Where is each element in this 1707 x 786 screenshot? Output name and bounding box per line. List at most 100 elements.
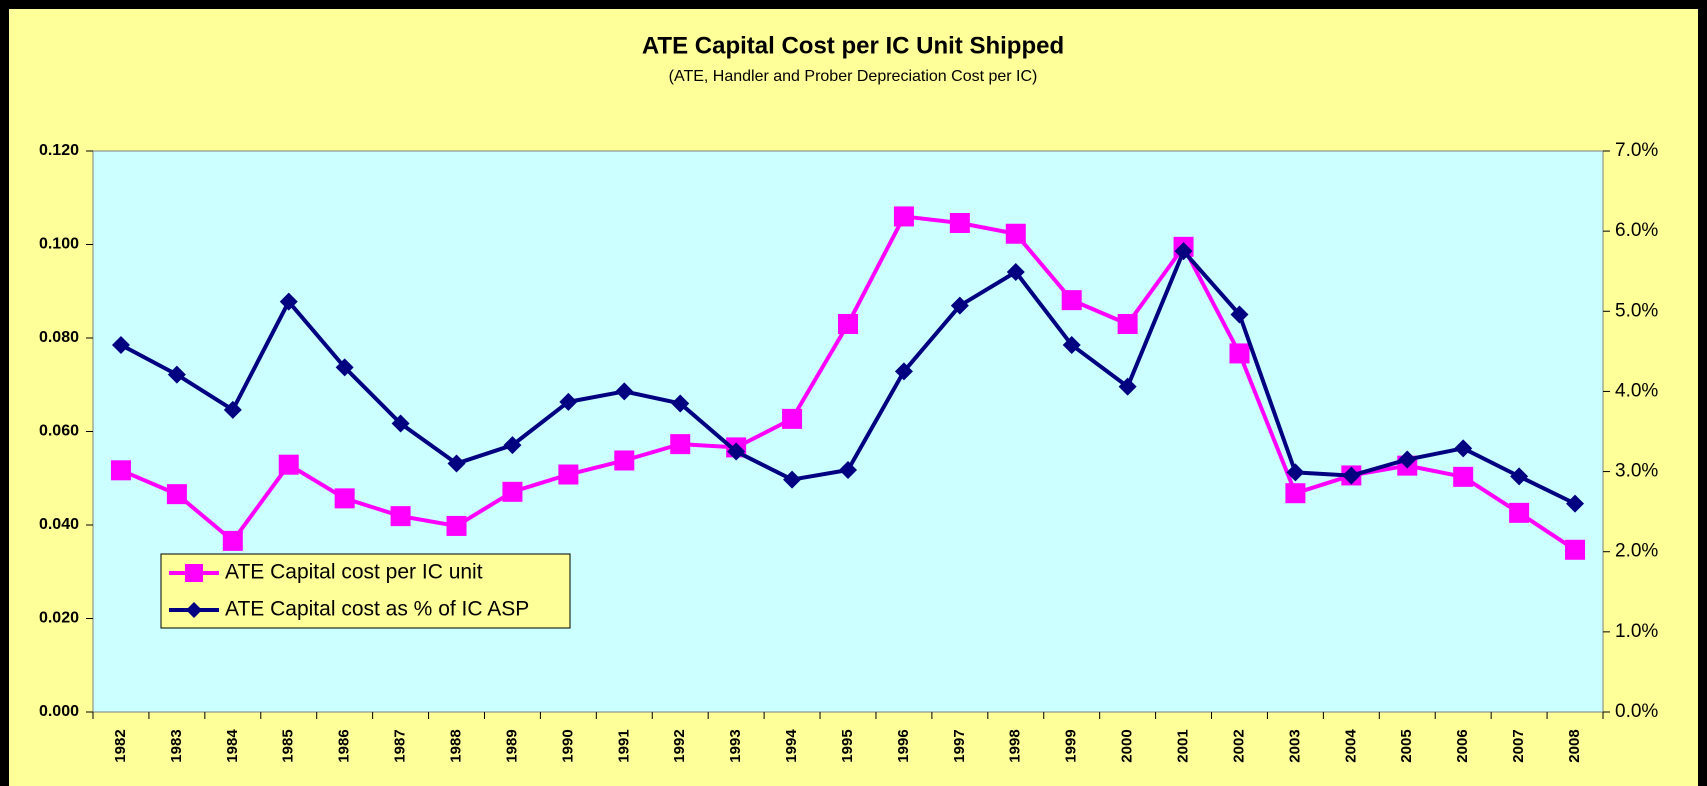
y2-tick-label: 6.0% xyxy=(1615,220,1658,241)
marker xyxy=(670,434,691,455)
x-tick-label: 1991 xyxy=(615,729,632,762)
y2-tick-label: 5.0% xyxy=(1615,300,1658,321)
marker xyxy=(110,460,131,481)
x-tick-label: 1994 xyxy=(783,729,800,763)
marker xyxy=(1061,290,1082,311)
x-tick-label: 1987 xyxy=(392,729,409,762)
x-tick-label: 1999 xyxy=(1063,729,1080,762)
x-tick-label: 2002 xyxy=(1230,729,1247,762)
x-tick-label: 1998 xyxy=(1007,729,1024,762)
marker xyxy=(1398,450,1417,469)
legend-label: ATE Capital cost as % of IC ASP xyxy=(225,598,529,621)
x-tick-label: 1992 xyxy=(671,729,688,762)
legend-marker xyxy=(185,564,203,582)
y2-tick-label: 3.0% xyxy=(1615,461,1658,482)
marker xyxy=(278,454,299,475)
marker xyxy=(614,450,635,471)
marker xyxy=(1453,466,1474,487)
marker xyxy=(558,464,579,485)
marker xyxy=(1118,377,1137,396)
legend-marker xyxy=(186,602,202,618)
x-tick-label: 1982 xyxy=(112,729,129,762)
y-tick-label: 0.000 xyxy=(39,703,79,720)
marker xyxy=(334,488,355,509)
marker xyxy=(893,206,914,227)
marker xyxy=(1005,223,1026,244)
x-tick-label: 2003 xyxy=(1286,729,1303,762)
marker xyxy=(1285,483,1306,504)
marker xyxy=(1342,466,1361,485)
marker xyxy=(502,481,523,502)
marker xyxy=(167,365,186,384)
marker xyxy=(1117,313,1138,334)
y-tick-label: 0.080 xyxy=(39,329,79,346)
marker xyxy=(1566,494,1585,513)
x-tick-label: 1996 xyxy=(895,729,912,762)
y-tick-label: 0.060 xyxy=(39,423,79,440)
y-tick-label: 0.120 xyxy=(39,142,79,159)
y2-tick-label: 2.0% xyxy=(1615,541,1658,562)
marker xyxy=(279,292,298,311)
chart-subtitle: (ATE, Handler and Prober Depreciation Co… xyxy=(669,68,1038,85)
x-tick-label: 2006 xyxy=(1454,729,1471,762)
y2-tick-label: 1.0% xyxy=(1615,621,1658,642)
marker xyxy=(783,470,802,489)
marker xyxy=(223,400,242,419)
marker xyxy=(1510,467,1529,486)
x-tick-label: 1985 xyxy=(280,729,297,762)
marker xyxy=(503,436,522,455)
x-tick-label: 1983 xyxy=(168,729,185,762)
legend-box xyxy=(160,553,571,629)
marker xyxy=(950,296,969,315)
y2-tick-label: 0.0% xyxy=(1615,701,1658,722)
x-tick-label: 2001 xyxy=(1175,729,1192,762)
marker xyxy=(782,408,803,429)
marker xyxy=(1006,263,1025,282)
x-tick-label: 1989 xyxy=(503,729,520,762)
x-tick-label: 1986 xyxy=(336,729,353,762)
marker xyxy=(1565,539,1586,560)
marker xyxy=(559,392,578,411)
marker xyxy=(671,394,690,413)
marker xyxy=(838,313,858,334)
x-tick-label: 1984 xyxy=(224,729,241,763)
marker xyxy=(1286,463,1305,482)
marker xyxy=(391,414,410,433)
marker xyxy=(1174,242,1193,261)
marker xyxy=(166,484,187,505)
marker xyxy=(1230,305,1249,324)
y2-tick-label: 7.0% xyxy=(1615,140,1658,161)
legend-label: ATE Capital cost per IC unit xyxy=(225,561,483,584)
marker xyxy=(1229,343,1250,364)
x-tick-label: 1997 xyxy=(951,729,968,762)
x-tick-label: 2000 xyxy=(1119,729,1136,762)
x-tick-label: 1993 xyxy=(727,729,744,762)
marker xyxy=(335,358,354,377)
marker xyxy=(446,515,467,536)
marker xyxy=(447,454,466,473)
marker xyxy=(1062,335,1081,354)
marker xyxy=(222,530,243,551)
x-tick-label: 2008 xyxy=(1566,729,1583,762)
x-tick-label: 1988 xyxy=(447,729,464,762)
marker xyxy=(894,362,913,381)
marker xyxy=(1509,502,1530,523)
chart-title: ATE Capital Cost per IC Unit Shipped xyxy=(642,32,1064,59)
marker xyxy=(839,460,857,479)
marker xyxy=(390,506,411,527)
marker xyxy=(1454,439,1473,458)
marker xyxy=(111,335,130,354)
y-tick-label: 0.100 xyxy=(39,236,79,253)
y-tick-label: 0.040 xyxy=(39,516,79,533)
marker xyxy=(615,382,634,401)
y-tick-label: 0.020 xyxy=(39,610,79,627)
x-tick-label: 2004 xyxy=(1342,729,1359,763)
x-tick-label: 2007 xyxy=(1510,729,1527,762)
marker xyxy=(949,212,970,233)
x-tick-label: 1995 xyxy=(839,729,856,762)
marker xyxy=(727,442,746,461)
x-tick-label: 2005 xyxy=(1398,729,1415,762)
y2-tick-label: 4.0% xyxy=(1615,380,1658,401)
x-tick-label: 1990 xyxy=(559,729,576,762)
